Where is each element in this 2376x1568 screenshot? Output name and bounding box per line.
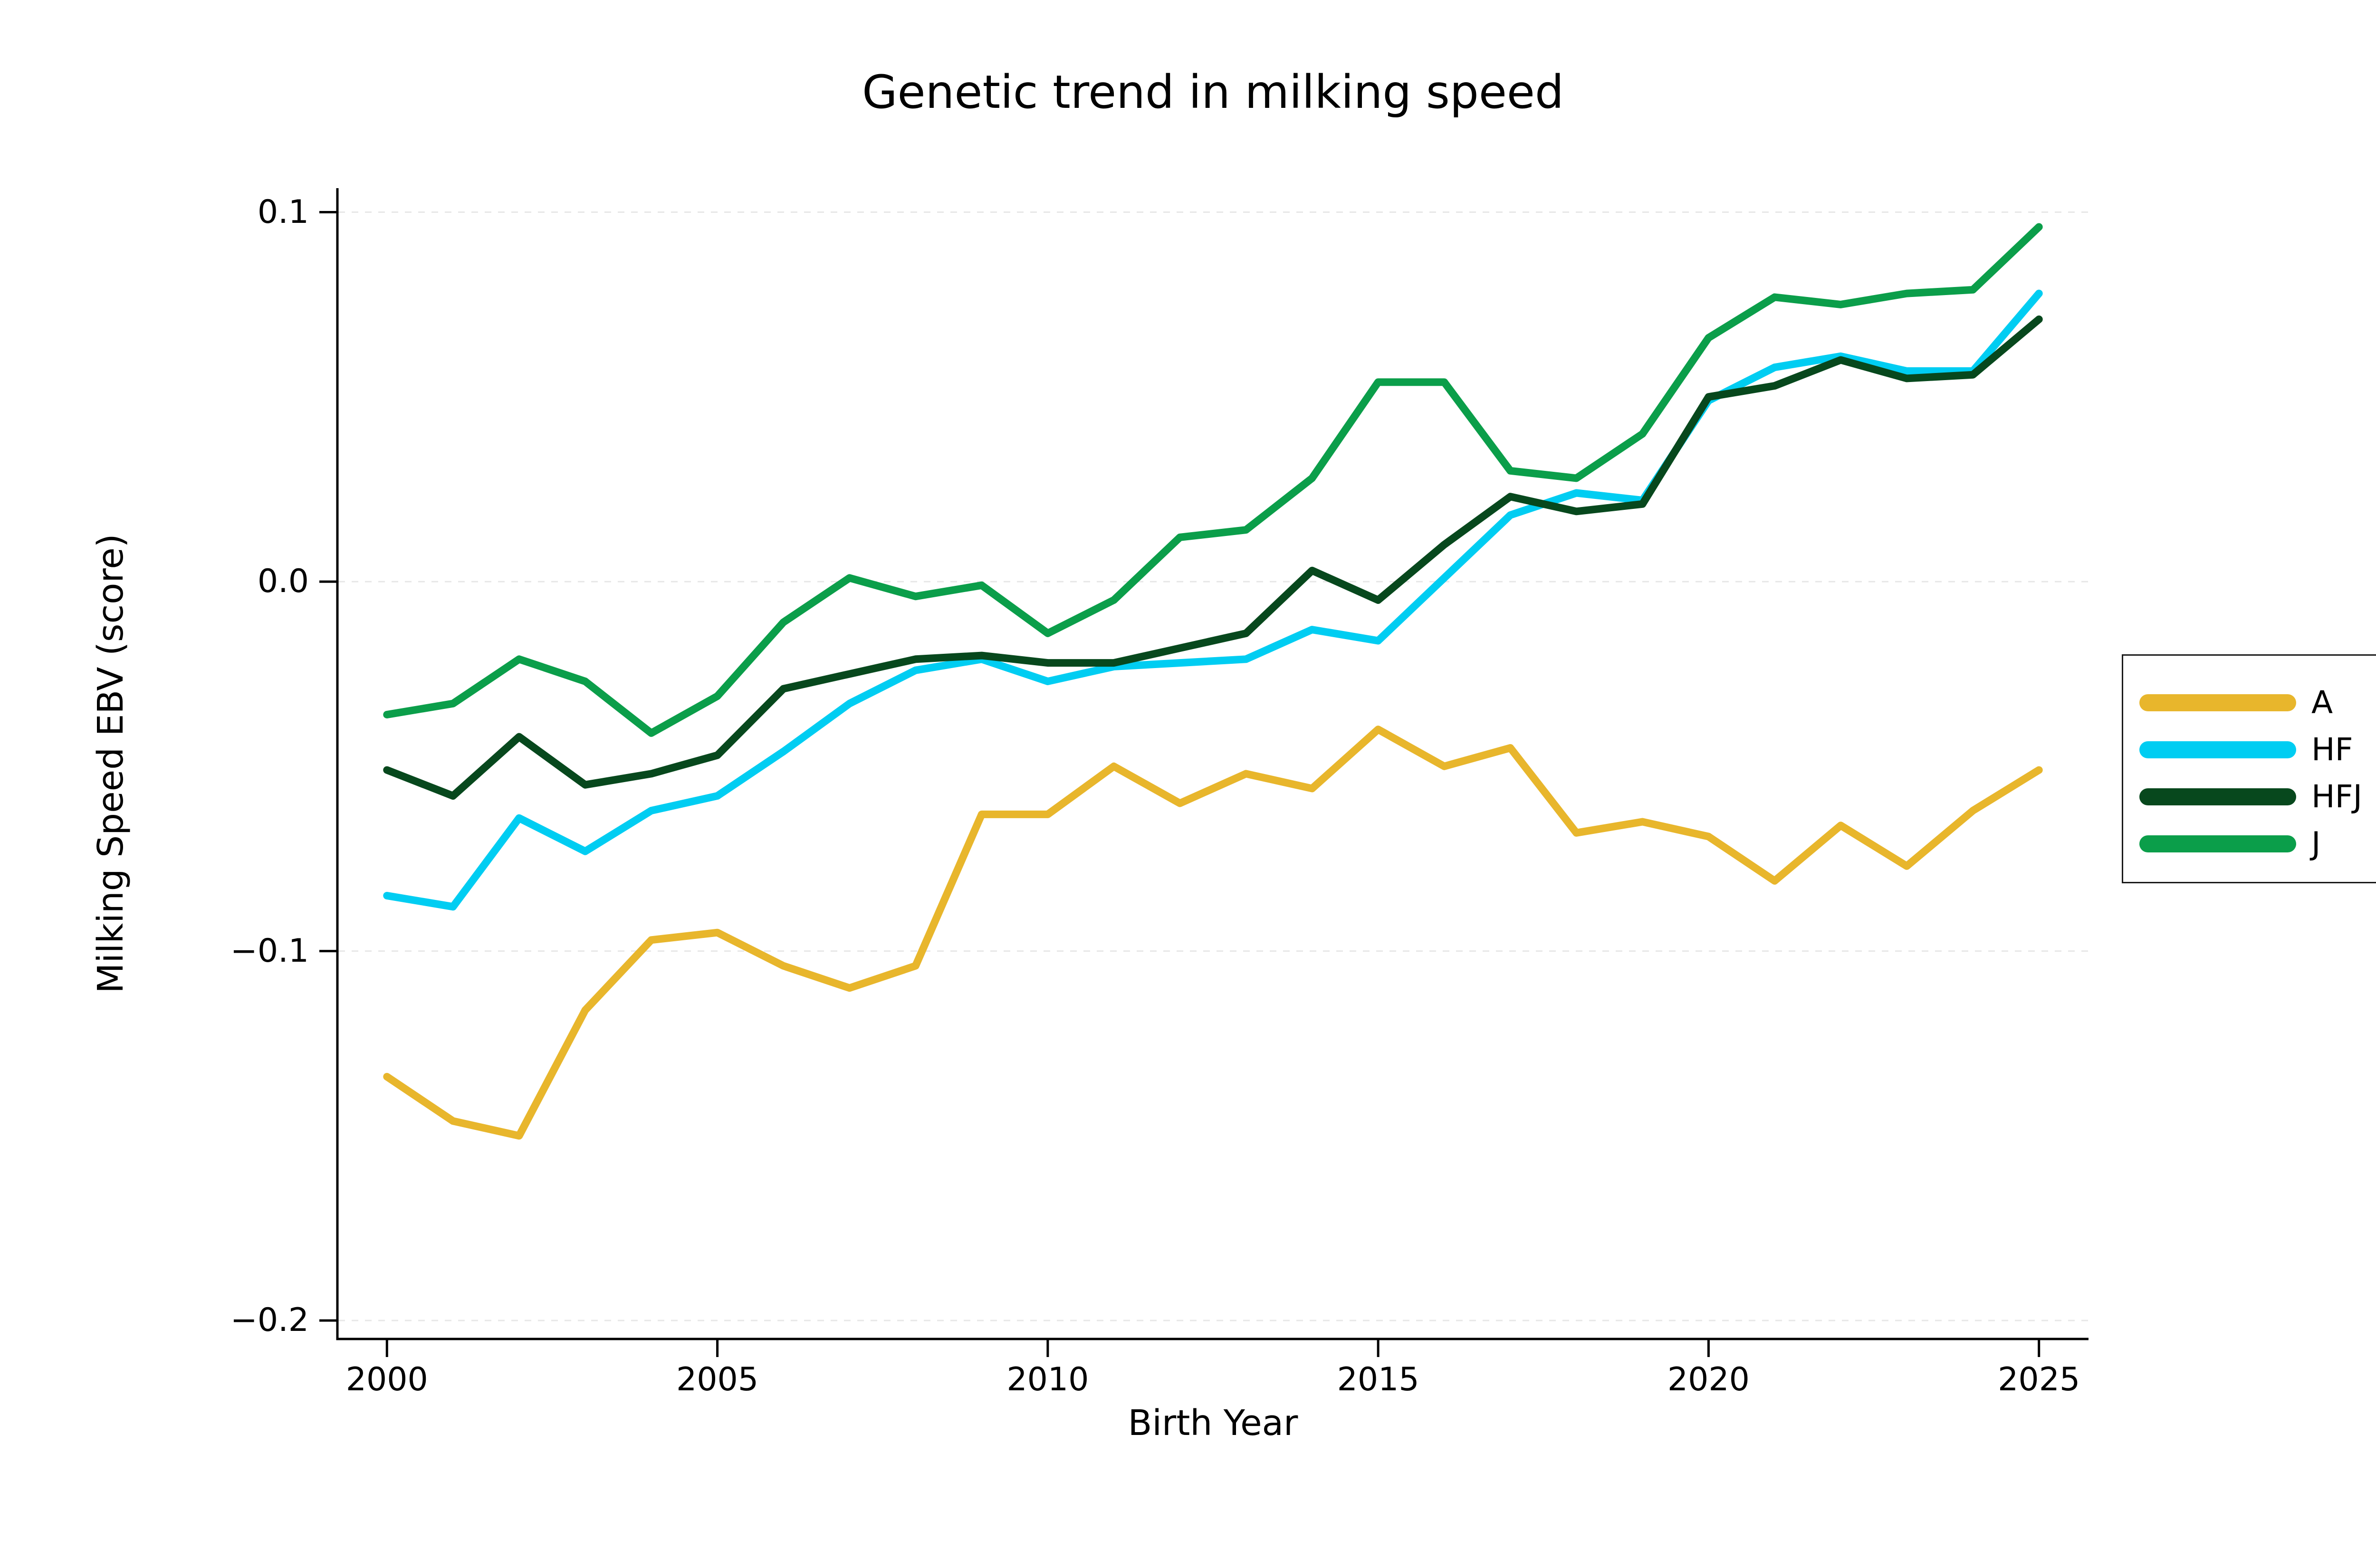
series-line-HF: [383, 289, 2043, 911]
y-tick-label: −0.1: [230, 932, 309, 970]
x-tick-label: 2015: [1337, 1361, 1419, 1398]
series-line-HFJ: [383, 316, 2043, 800]
legend-swatch-HFJ: [2139, 788, 2296, 805]
legend-label-A: A: [2311, 684, 2333, 721]
y-tick-label: −0.2: [230, 1301, 309, 1339]
x-axis-title: Birth Year: [1128, 1403, 1298, 1444]
x-tick-label: 2020: [1667, 1361, 1750, 1398]
legend: A HF HFJ J: [2122, 654, 2376, 883]
legend-swatch-A: [2139, 694, 2296, 711]
x-tick-label: 2010: [1006, 1361, 1089, 1398]
x-tick-label: 2025: [1998, 1361, 2080, 1398]
chart-title: Genetic trend in milking speed: [862, 66, 1564, 119]
x-tick-label: 2000: [345, 1361, 428, 1398]
series-line-A: [383, 726, 2043, 1140]
legend-label-J: J: [2311, 825, 2321, 862]
y-tick-label: 0.1: [257, 193, 309, 231]
gridlines: [338, 211, 2089, 1321]
y-axis-title: Milking Speed EBV (score): [90, 534, 131, 994]
legend-label-HF: HF: [2311, 731, 2353, 768]
axis-spines: [336, 188, 2089, 1340]
series-line-J: [383, 223, 2043, 737]
axis-ticks: [319, 211, 2041, 1357]
legend-label-HFJ: HFJ: [2311, 778, 2363, 815]
y-tick-label: 0.0: [257, 563, 309, 601]
x-tick-label: 2005: [676, 1361, 759, 1398]
legend-swatch-J: [2139, 835, 2296, 852]
legend-swatch-HF: [2139, 741, 2296, 758]
data-series: [383, 223, 2043, 1140]
